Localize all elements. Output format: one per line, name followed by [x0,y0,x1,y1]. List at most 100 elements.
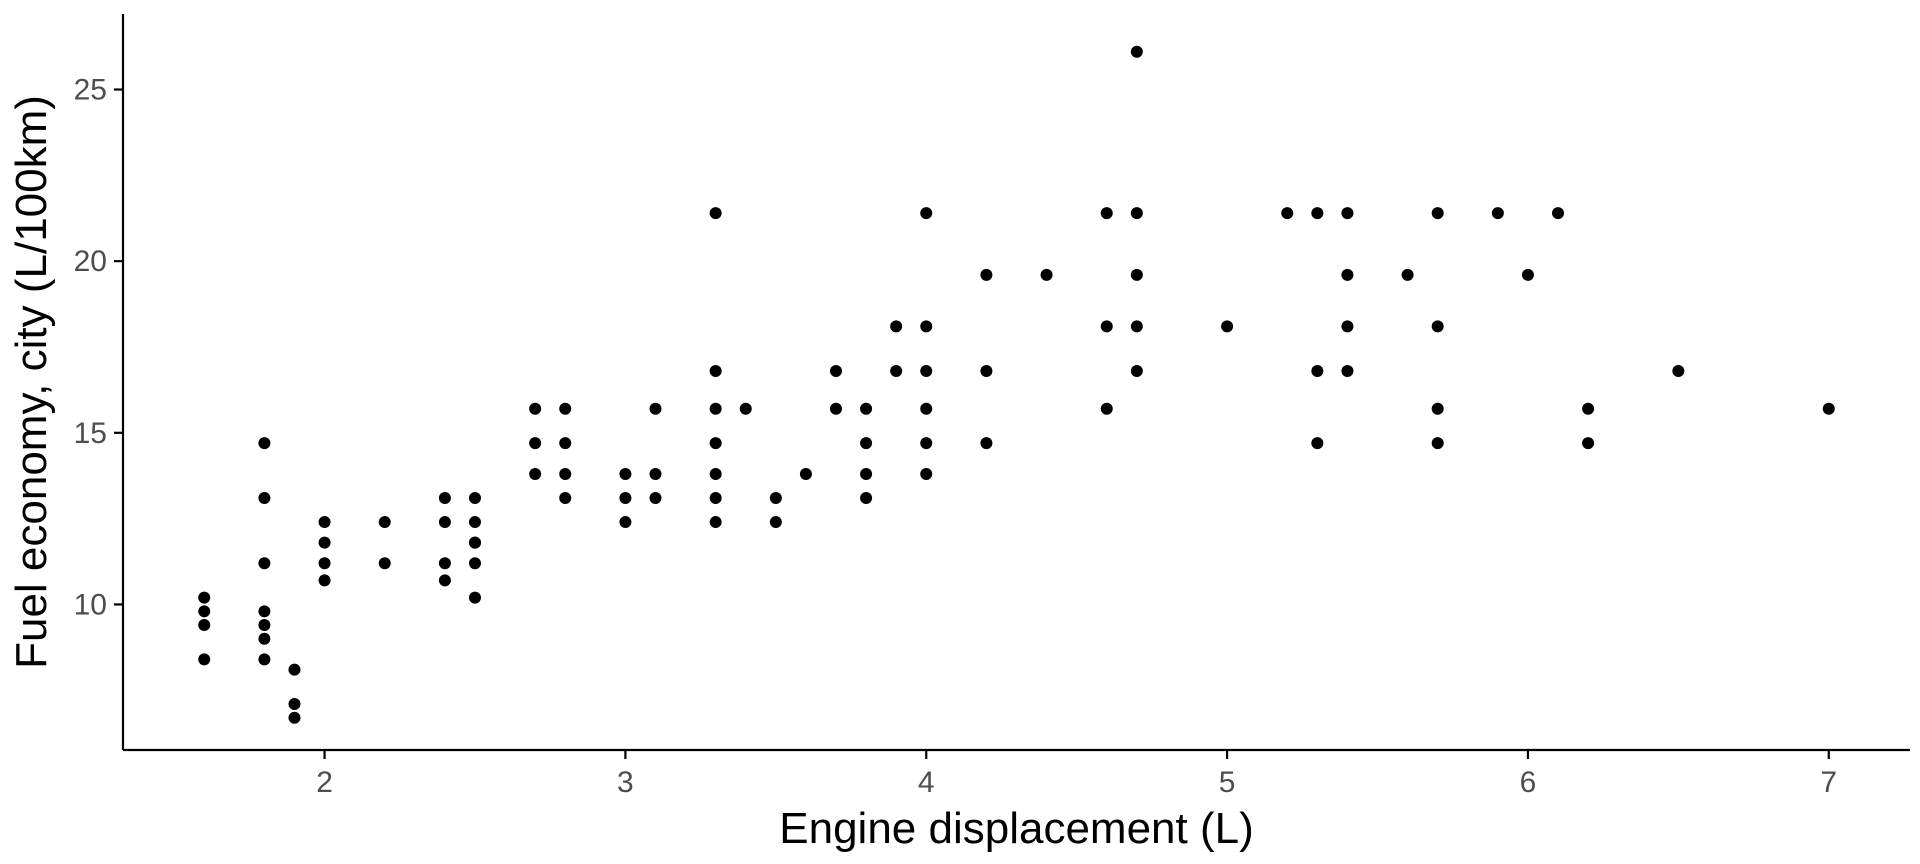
data-point [378,516,391,529]
data-point [709,207,722,220]
data-point [378,557,391,570]
y-tick-label: 25 [74,74,107,107]
y-axis-title: Fuel economy, city (L/100km) [7,95,56,669]
data-point [1100,402,1113,415]
data-point [1552,207,1565,220]
data-point [1100,320,1113,333]
data-point [258,653,271,666]
data-point [529,402,542,415]
data-point [709,437,722,450]
data-point [980,437,993,450]
data-point [920,402,933,415]
data-point [1672,365,1685,378]
x-tick-label: 7 [1820,766,1837,799]
data-point [288,698,301,710]
data-point [709,492,722,505]
data-point [1822,402,1835,415]
data-point [1431,402,1444,415]
data-point [258,605,271,618]
data-point [709,402,722,415]
data-point [1341,268,1354,281]
data-point [318,574,331,587]
data-point [920,437,933,450]
data-point [1341,365,1354,378]
data-point [529,468,542,480]
data-point [799,468,812,480]
data-point [198,605,211,618]
data-point [920,207,933,220]
data-point [860,402,873,415]
x-tick-label: 4 [918,766,935,799]
data-point [288,711,301,724]
data-point [980,268,993,281]
data-point [1431,437,1444,450]
data-point [980,365,993,378]
data-point [559,492,572,505]
data-point [468,516,481,529]
data-point [438,557,451,570]
data-point [860,492,873,505]
x-tick-label: 2 [316,766,333,799]
data-point [258,557,271,570]
x-axis-title: Engine displacement (L) [779,804,1253,853]
data-point [1341,320,1354,333]
data-point [769,492,782,505]
data-point [559,437,572,450]
data-point [1281,207,1294,220]
data-point [258,437,271,450]
y-tick-label: 10 [74,588,107,621]
data-point [1100,207,1113,220]
data-point [288,663,301,676]
data-point [1582,402,1595,415]
data-point [468,492,481,505]
x-tick-label: 5 [1219,766,1236,799]
data-point [258,632,271,645]
data-point [1130,207,1143,220]
data-point [258,492,271,505]
data-point [468,557,481,570]
data-point [198,619,211,632]
x-tick-label: 3 [617,766,634,799]
data-point [860,437,873,450]
data-point [529,437,542,450]
data-point [1130,320,1143,333]
data-point [1221,320,1234,333]
data-point [1311,207,1324,220]
data-point [1431,207,1444,220]
data-point [468,591,481,604]
data-point [769,516,782,529]
data-point [890,365,903,378]
data-point [920,365,933,378]
y-tick-label: 20 [74,245,107,278]
data-point [1341,207,1354,220]
data-point [619,492,632,505]
data-point [709,516,722,529]
data-point [1582,437,1595,450]
data-point [709,468,722,480]
data-point [649,468,662,480]
data-point [709,365,722,378]
data-point [920,468,933,480]
data-point [1040,268,1053,281]
data-point [559,468,572,480]
points-layer [198,45,1835,724]
x-tick-label: 6 [1520,766,1537,799]
data-point [920,320,933,333]
data-point [438,516,451,529]
data-point [1311,437,1324,450]
data-point [1431,320,1444,333]
data-point [438,574,451,587]
data-point [559,402,572,415]
axes-layer [121,14,1910,752]
data-point [1130,268,1143,281]
data-point [619,468,632,480]
data-point [649,492,662,505]
y-ticks: 10 15 20 25 [74,74,123,621]
data-point [1521,268,1534,281]
data-point [649,402,662,415]
data-point [438,492,451,505]
data-point [198,591,211,604]
data-point [890,320,903,333]
